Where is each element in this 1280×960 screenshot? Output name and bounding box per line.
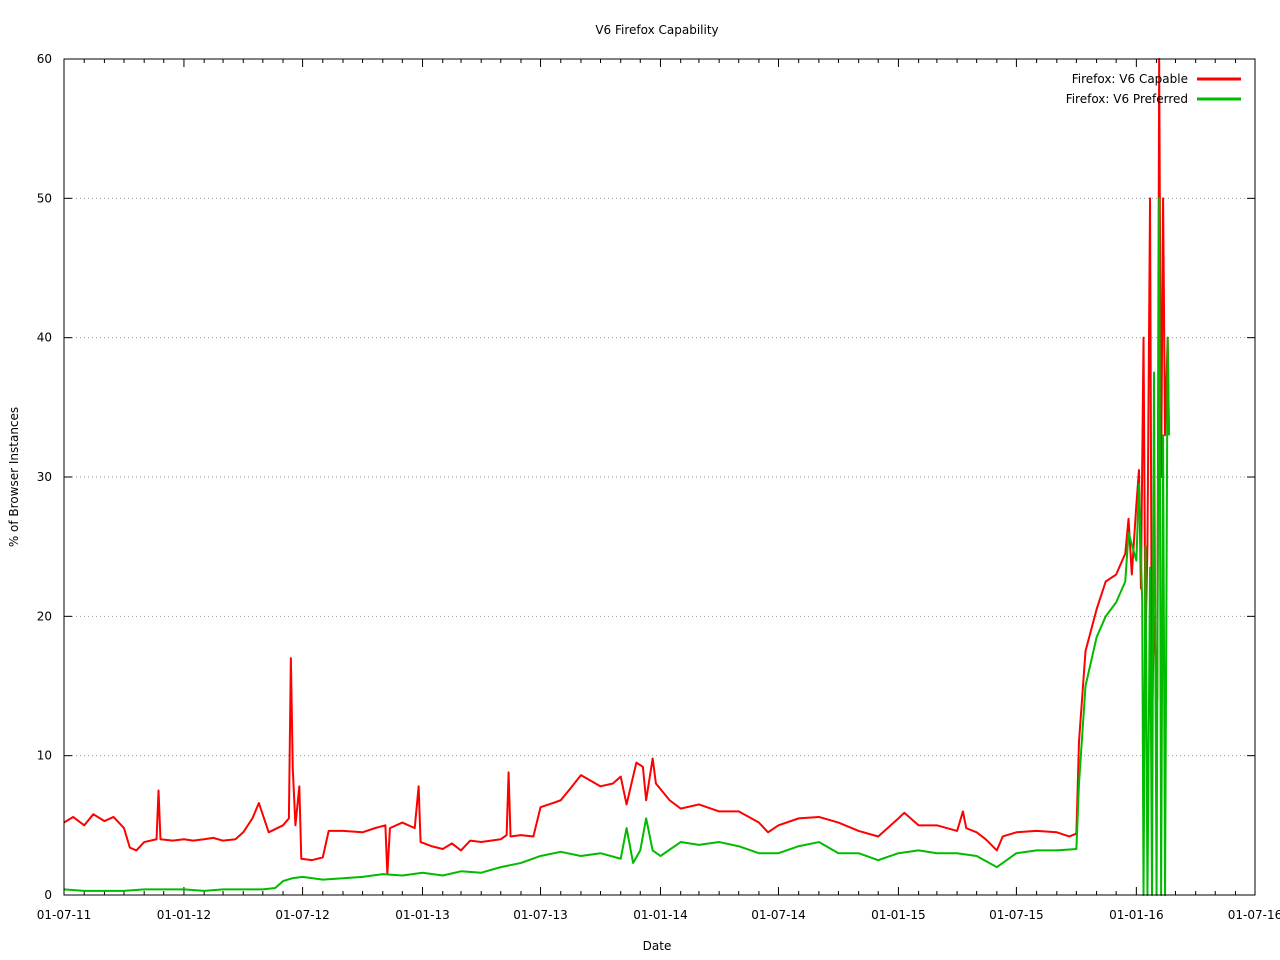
x-tick-label: 01-07-11 (37, 908, 91, 922)
axes: 0 10 20 30 40 50 60 01-07-11 01-01-12 01-07-12 01-… (37, 52, 1280, 922)
x-tick-label: 01-07-16 (1228, 908, 1280, 922)
x-tick-label: 01-01-16 (1109, 908, 1163, 922)
x-tick-label: 01-07-15 (989, 908, 1043, 922)
legend-label: Firefox: V6 Preferred (1066, 92, 1188, 106)
y-tick-label: 40 (37, 331, 52, 345)
x-tick-label: 01-01-15 (871, 908, 925, 922)
legend: Firefox: V6 Capable Firefox: V6 Preferred (1066, 72, 1241, 106)
x-tick-label: 01-07-13 (513, 908, 567, 922)
x-tick-label: 01-01-14 (633, 908, 687, 922)
x-tick-label: 01-07-14 (751, 908, 805, 922)
series-group (63, 58, 1170, 896)
plot-frame (63, 58, 1256, 896)
chart-title: V6 Firefox Capability (595, 23, 718, 37)
y-tick-label: 60 (37, 52, 52, 66)
y-tick-label: 30 (37, 470, 52, 484)
y-tick-label: 0 (44, 888, 52, 902)
series-line-1 (63, 197, 1170, 896)
y-tick-label: 10 (37, 749, 52, 763)
y-tick-label: 50 (37, 191, 52, 205)
series-line-0 (63, 58, 1170, 876)
x-tick-label: 01-01-12 (157, 908, 211, 922)
y-tick-label: 20 (37, 609, 52, 623)
y-axis-label: % of Browser Instances (7, 407, 21, 547)
x-tick-label: 01-07-12 (275, 908, 329, 922)
grid-lines (64, 197, 1255, 757)
legend-label: Firefox: V6 Capable (1072, 72, 1188, 86)
x-axis-label: Date (643, 939, 672, 953)
x-tick-label: 01-01-13 (395, 908, 449, 922)
